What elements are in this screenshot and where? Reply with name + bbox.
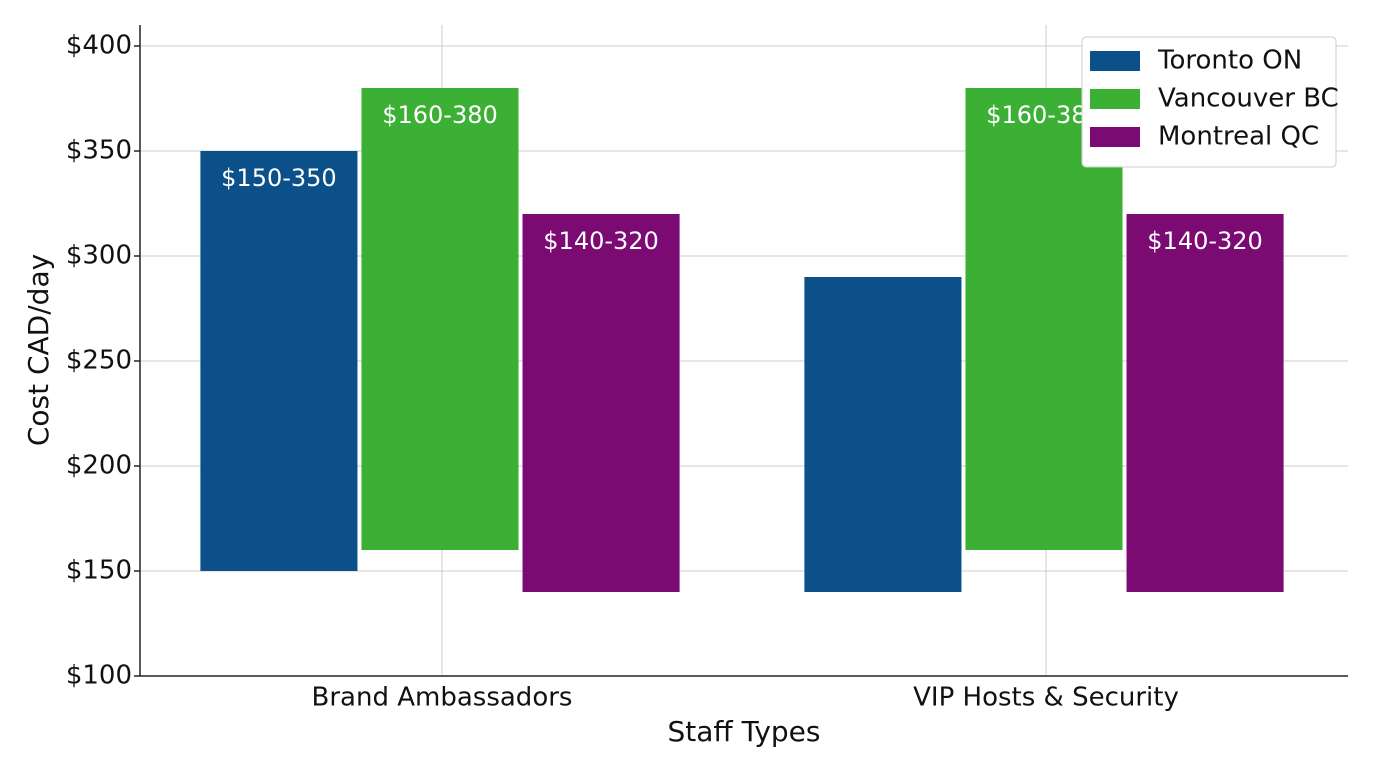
y-axis-label: Cost CAD/day bbox=[22, 254, 55, 446]
data-label: $140-320 bbox=[1147, 227, 1263, 255]
legend-label: Toronto ON bbox=[1157, 46, 1302, 76]
x-axis-label: Staff Types bbox=[667, 715, 820, 748]
legend-label: Vancouver BC bbox=[1158, 84, 1339, 114]
legend-swatch bbox=[1090, 127, 1140, 147]
data-label: $140-320 bbox=[543, 227, 659, 255]
y-tick-label: $300 bbox=[66, 241, 132, 271]
legend-swatch bbox=[1090, 89, 1140, 109]
x-tick-label: VIP Hosts & Security bbox=[913, 683, 1179, 713]
range-bar bbox=[1126, 214, 1284, 592]
y-tick-label: $200 bbox=[66, 451, 132, 481]
legend: Toronto ON Vancouver BC Montreal QC bbox=[1081, 36, 1339, 168]
data-label: $160-380 bbox=[382, 101, 498, 129]
x-tick-label: Brand Ambassadors bbox=[312, 683, 573, 713]
range-bar bbox=[522, 214, 680, 592]
range-bar bbox=[361, 88, 519, 550]
range-bar bbox=[804, 277, 962, 592]
y-tick-label: $400 bbox=[66, 31, 132, 61]
legend-label: Montreal QC bbox=[1158, 122, 1319, 152]
y-tick-label: $250 bbox=[66, 346, 132, 376]
y-tick-label: $150 bbox=[66, 556, 132, 586]
legend-box bbox=[1081, 36, 1337, 168]
range-bar bbox=[200, 151, 358, 571]
y-tick-label: $350 bbox=[66, 136, 132, 166]
y-tick-label: $100 bbox=[66, 661, 132, 691]
legend-swatch bbox=[1090, 51, 1140, 71]
data-label: $150-350 bbox=[221, 164, 337, 192]
